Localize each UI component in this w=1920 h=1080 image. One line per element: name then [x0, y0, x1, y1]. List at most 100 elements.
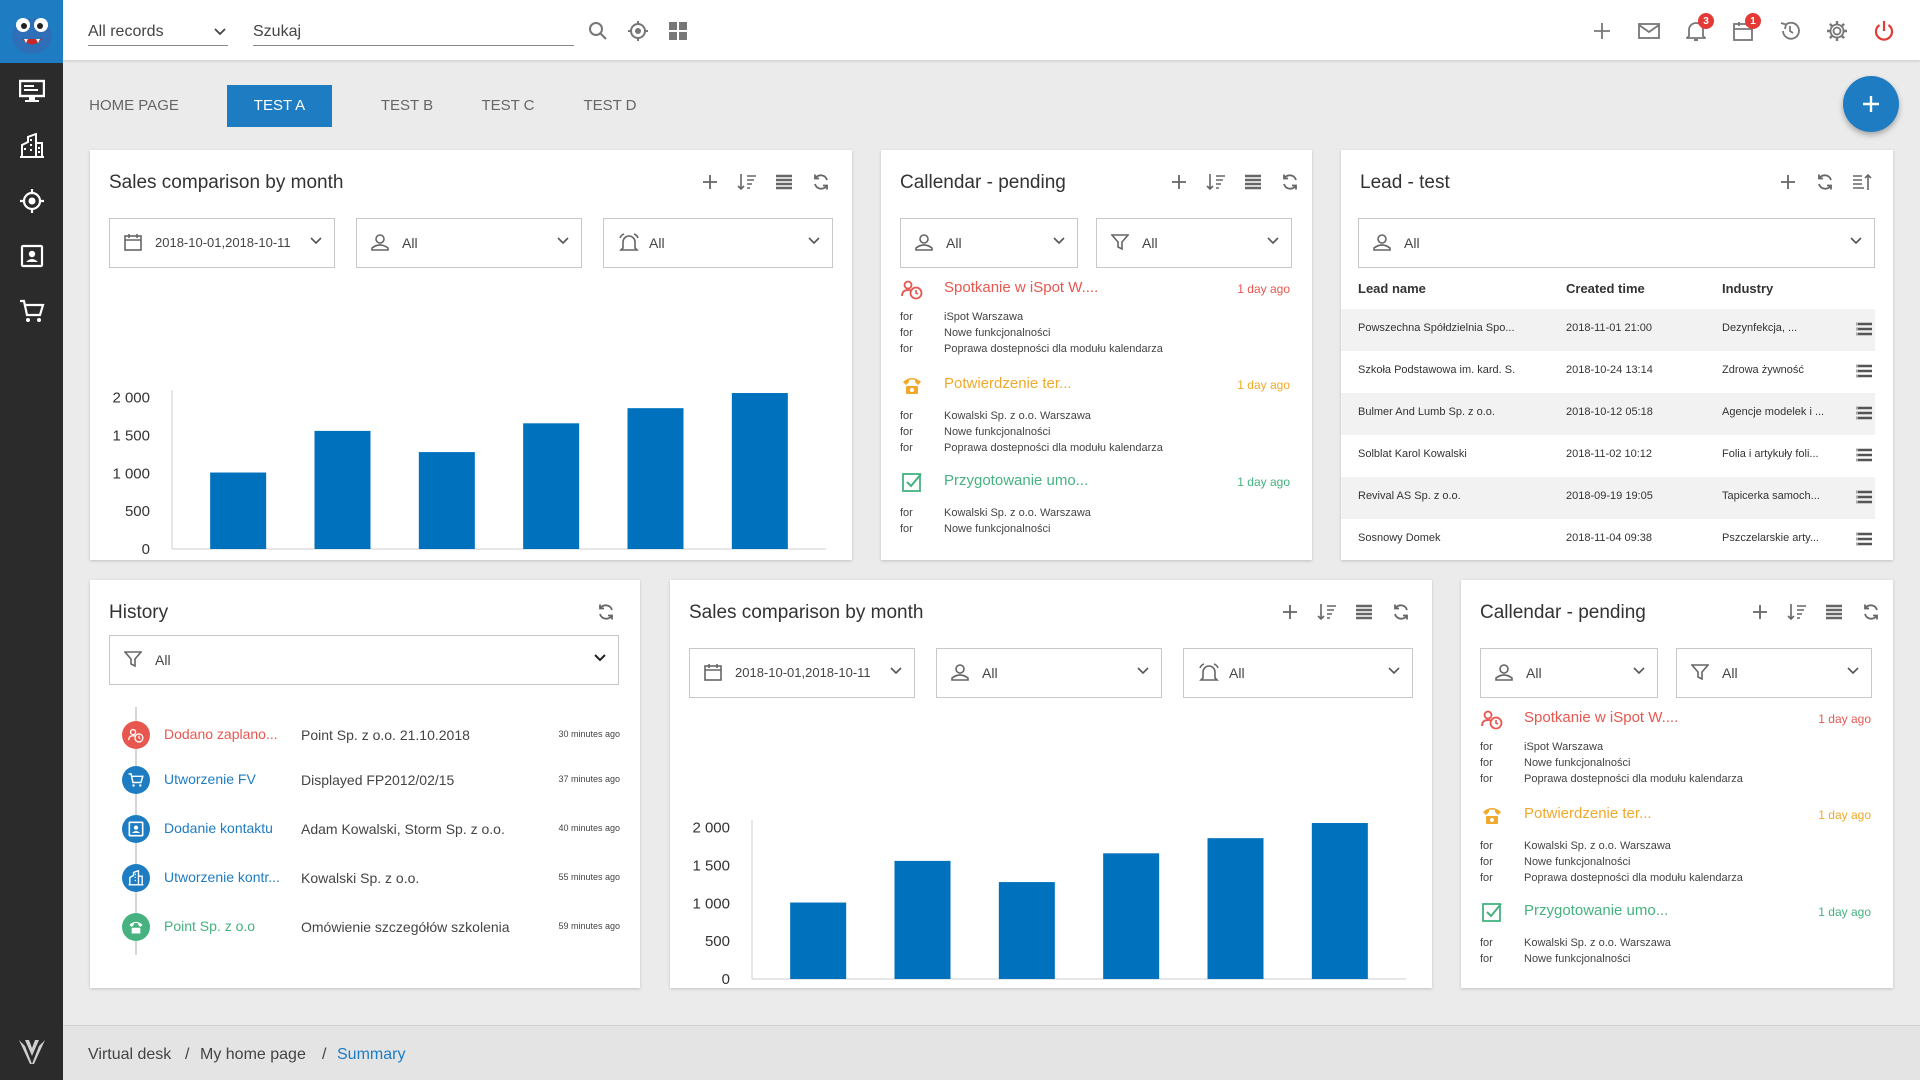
add-button[interactable]	[698, 170, 722, 194]
breadcrumb-item-virtual-desk[interactable]: Virtual desk	[88, 1046, 172, 1063]
event-title[interactable]: Potwierdzenie ter...	[944, 375, 1072, 392]
user-filter-value: All	[946, 235, 962, 251]
record-filter-select[interactable]: All records	[88, 20, 228, 46]
add-button[interactable]	[1167, 170, 1191, 194]
breadcrumb-item-summary[interactable]: Summary	[337, 1046, 406, 1063]
table-row[interactable]: Szkoła Podstawowa im. kard. S. 2018-10-24…	[1341, 351, 1875, 393]
history-event-name[interactable]: Utworzenie FV	[164, 771, 256, 787]
add-button[interactable]	[1776, 170, 1800, 194]
history-button[interactable]	[1778, 19, 1802, 43]
event-title[interactable]: Spotkanie w iSpot W....	[1524, 709, 1679, 726]
list-icon[interactable]	[1855, 322, 1873, 336]
tab-test-b[interactable]: TEST B	[380, 97, 434, 114]
tab-home-page[interactable]: HOME PAGE	[89, 97, 179, 114]
bar[interactable]	[418, 452, 475, 549]
logout-button[interactable]	[1872, 19, 1896, 43]
user-filter-select[interactable]: All	[1358, 218, 1875, 268]
add-widget-button[interactable]	[1843, 76, 1899, 132]
event-title[interactable]: Przygotowanie umo...	[1524, 902, 1669, 919]
history-event-name[interactable]: Dodano zaplano...	[164, 726, 278, 742]
bar[interactable]	[894, 860, 951, 979]
grid-view-button[interactable]	[666, 19, 690, 43]
notifications-button[interactable]: 3	[1684, 13, 1714, 43]
sidebar-item-shop[interactable]	[0, 283, 63, 338]
table-row[interactable]: Revival AS Sp. z o.o. 2018-09-19 19:05 Tap…	[1341, 477, 1875, 519]
tab-test-c[interactable]: TEST C	[481, 97, 535, 114]
tab-test-d[interactable]: TEST D	[583, 97, 637, 114]
history-event-name[interactable]: Utworzenie kontr...	[164, 869, 280, 885]
date-range-select[interactable]: 2018-10-01,2018-10-11	[689, 648, 915, 698]
sidebar-item-desktop[interactable]	[0, 63, 63, 118]
column-header-lead-name[interactable]: Lead name	[1358, 281, 1426, 296]
event-title[interactable]: Przygotowanie umo...	[944, 472, 1089, 489]
alarm-filter-select[interactable]: All	[603, 218, 833, 268]
refresh-button[interactable]	[1859, 600, 1883, 624]
table-row[interactable]: Bulmer And Lumb Sp. z o.o. 2018-10-12 05:…	[1341, 393, 1875, 435]
bar[interactable]	[1207, 838, 1264, 979]
refresh-button[interactable]	[1389, 600, 1413, 624]
settings-button[interactable]	[1825, 19, 1849, 43]
bar[interactable]	[314, 430, 371, 549]
history-filter-select[interactable]: All	[109, 635, 619, 685]
add-button[interactable]	[1748, 600, 1772, 624]
refresh-button[interactable]	[594, 600, 618, 624]
history-event-name[interactable]: Dodanie kontaktu	[164, 820, 273, 836]
sort-button[interactable]	[1315, 600, 1339, 624]
add-button[interactable]	[1278, 600, 1302, 624]
bar[interactable]	[1103, 853, 1160, 979]
list-icon[interactable]	[1855, 490, 1873, 504]
column-header-created-time[interactable]: Created time	[1566, 281, 1645, 296]
sort-button[interactable]	[1850, 170, 1874, 194]
user-filter-select[interactable]: All	[356, 218, 582, 268]
bar[interactable]	[790, 902, 847, 979]
type-filter-select[interactable]: All	[1676, 648, 1872, 698]
list-icon[interactable]	[1855, 406, 1873, 420]
locate-button[interactable]	[626, 19, 650, 43]
calendar-button[interactable]: 1	[1731, 13, 1761, 43]
mascot-logo[interactable]	[0, 0, 63, 63]
event-title[interactable]: Spotkanie w iSpot W....	[944, 279, 1099, 296]
user-filter-select[interactable]: All	[936, 648, 1162, 698]
refresh-button[interactable]	[1278, 170, 1302, 194]
mail-button[interactable]	[1637, 19, 1661, 43]
sidebar-item-companies[interactable]	[0, 118, 63, 173]
sidebar-item-contacts[interactable]	[0, 228, 63, 283]
bar[interactable]	[998, 882, 1055, 979]
list-icon[interactable]	[1855, 364, 1873, 378]
sort-button[interactable]	[735, 170, 759, 194]
list-icon[interactable]	[1855, 532, 1873, 546]
table-row[interactable]: Solblat Karol Kowalski 2018-11-02 10:12 Fo…	[1341, 435, 1875, 477]
bar[interactable]	[731, 393, 788, 549]
breadcrumb-item-my-home-page[interactable]: My home page	[200, 1046, 306, 1063]
add-button[interactable]	[1590, 19, 1614, 43]
list-view-button[interactable]	[1352, 600, 1376, 624]
history-event-name[interactable]: Point Sp. z o.o	[164, 918, 256, 934]
sort-button[interactable]	[1785, 600, 1809, 624]
date-range-select[interactable]: 2018-10-01,2018-10-11	[109, 218, 335, 268]
bar[interactable]	[210, 472, 267, 549]
sort-button[interactable]	[1204, 170, 1228, 194]
bar[interactable]	[523, 423, 580, 549]
column-header-industry[interactable]: Industry	[1722, 281, 1774, 296]
bar[interactable]	[627, 408, 684, 549]
brand-logo[interactable]	[0, 1024, 63, 1080]
table-row[interactable]: Sosnowy Domek 2018-11-04 09:38 Pszczelarsk…	[1341, 519, 1875, 561]
list-view-button[interactable]	[772, 170, 796, 194]
refresh-button[interactable]	[809, 170, 833, 194]
search-input[interactable]: Szukaj	[253, 20, 574, 46]
refresh-button[interactable]	[1813, 170, 1837, 194]
user-filter-select[interactable]: All	[900, 218, 1078, 268]
search-button[interactable]	[586, 19, 610, 43]
sort-icon	[1852, 173, 1872, 191]
list-icon[interactable]	[1855, 448, 1873, 462]
list-view-button[interactable]	[1241, 170, 1265, 194]
bar[interactable]	[1311, 823, 1368, 979]
sidebar-item-targets[interactable]	[0, 173, 63, 228]
type-filter-select[interactable]: All	[1096, 218, 1292, 268]
list-view-button[interactable]	[1822, 600, 1846, 624]
table-row[interactable]: Powszechna Spółdzielnia Spo... 2018-11-01…	[1341, 309, 1875, 351]
alarm-filter-select[interactable]: All	[1183, 648, 1413, 698]
tab-test-a[interactable]: TEST A	[227, 85, 332, 127]
event-title[interactable]: Potwierdzenie ter...	[1524, 805, 1652, 822]
user-filter-select[interactable]: All	[1480, 648, 1658, 698]
